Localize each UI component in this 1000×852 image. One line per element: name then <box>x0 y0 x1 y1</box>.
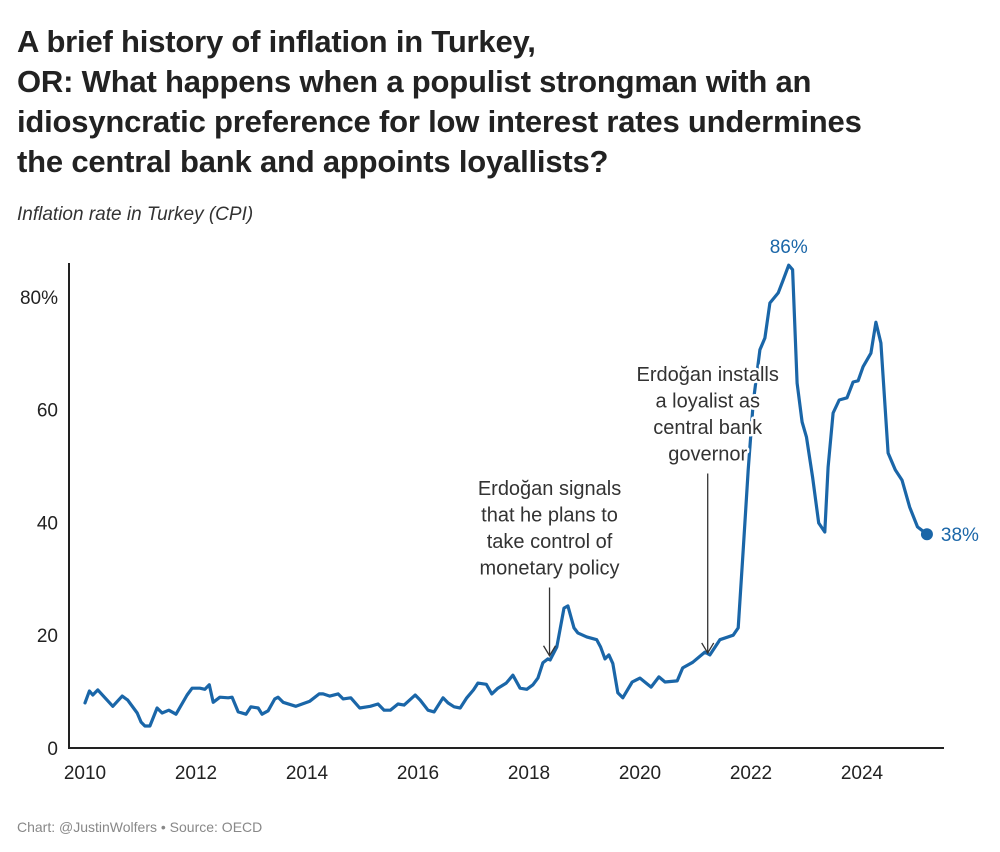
x-tick-label: 2024 <box>841 763 884 784</box>
x-tick-label: 2012 <box>175 763 217 784</box>
y-tick-label: 60 <box>37 401 58 422</box>
title-line: A brief history of inflation in Turkey, <box>17 24 536 59</box>
y-tick-label: 20 <box>37 626 58 647</box>
source-footer: Chart: @JustinWolfers • Source: OECD <box>17 819 263 835</box>
x-tick-label: 2022 <box>730 763 772 784</box>
title-line: idiosyncratic preference for low interes… <box>17 104 862 139</box>
x-tick-label: 2018 <box>508 763 550 784</box>
annotation-text: governor <box>668 444 747 466</box>
x-tick-label: 2016 <box>397 763 439 784</box>
peak-value-label: 86% <box>770 237 808 258</box>
annotation-arrowhead <box>701 642 715 655</box>
annotation-text: take control of <box>487 531 613 553</box>
title-line: OR: What happens when a populist strongm… <box>17 64 812 99</box>
inflation-series-line <box>83 263 929 728</box>
y-tick-label: 80% <box>20 288 58 309</box>
annotation-text: Erdoğan signals <box>478 478 621 500</box>
chart-title: A brief history of inflation in Turkey, … <box>17 22 992 182</box>
annotation-arrowhead <box>542 645 557 658</box>
annotation-text: a loyalist as <box>655 391 760 413</box>
y-tick-label: 0 <box>47 739 58 760</box>
y-tick-label: 40 <box>37 513 58 534</box>
x-tick-label: 2014 <box>286 763 329 784</box>
last-value-label: 38% <box>941 525 979 546</box>
annotation-text: Erdoğan installs <box>637 364 779 386</box>
annotation-text: central bank <box>653 417 763 439</box>
last-value-dot <box>920 528 933 541</box>
title-line: the central bank and appoints loyallists… <box>17 144 609 179</box>
x-tick-label: 2020 <box>619 763 661 784</box>
x-tick-label: 2010 <box>64 763 106 784</box>
annotation-text: monetary policy <box>480 558 620 580</box>
annotation-text: that he plans to <box>481 505 618 527</box>
chart-subtitle: Inflation rate in Turkey (CPI) <box>17 204 254 225</box>
